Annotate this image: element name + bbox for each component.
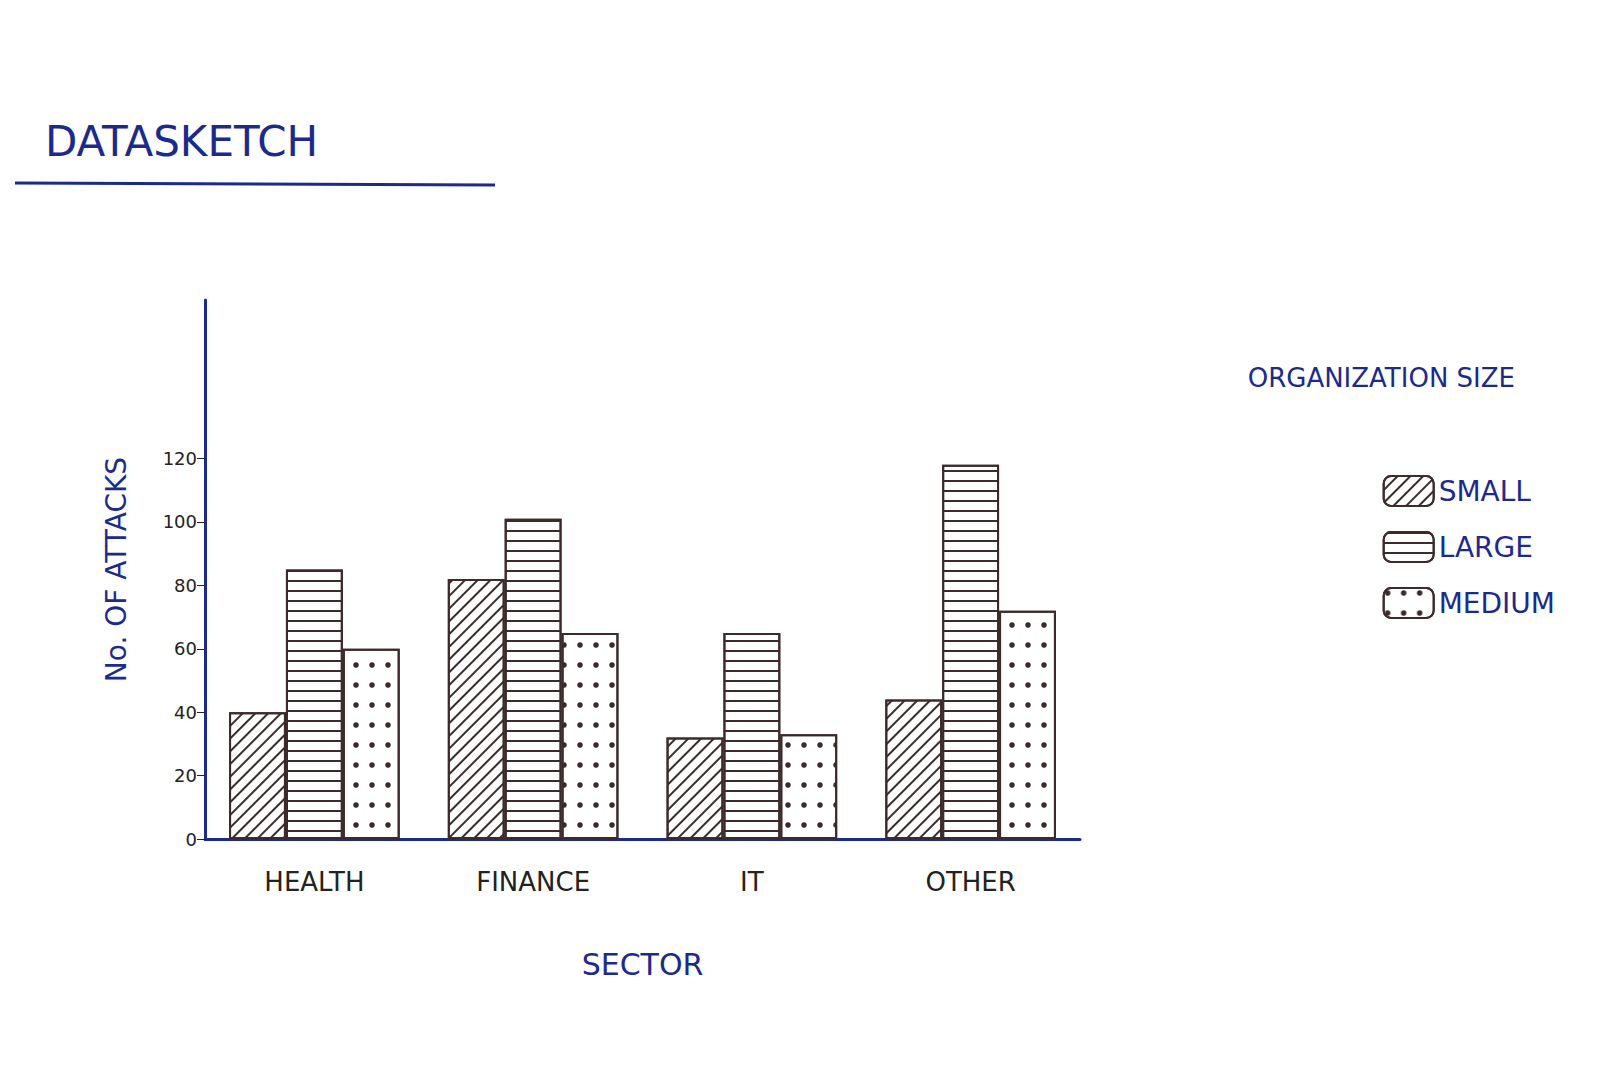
svg-text:100: 100	[163, 511, 197, 532]
svg-text:DATASKETCH: DATASKETCH	[45, 117, 318, 166]
svg-text:ORGANIZATION SIZE: ORGANIZATION SIZE	[1248, 363, 1515, 393]
svg-text:60: 60	[174, 638, 197, 659]
svg-text:0: 0	[186, 829, 197, 850]
svg-text:LARGE: LARGE	[1439, 531, 1533, 564]
svg-text:80: 80	[174, 575, 197, 596]
svg-text:40: 40	[174, 702, 197, 723]
svg-text:SECTOR: SECTOR	[582, 947, 704, 982]
svg-text:MEDIUM: MEDIUM	[1439, 587, 1555, 620]
svg-text:IT: IT	[740, 867, 764, 897]
svg-text:120: 120	[163, 448, 197, 469]
svg-text:No. OF ATTACKS: No. OF ATTACKS	[100, 457, 133, 682]
svg-text:OTHER: OTHER	[925, 867, 1015, 897]
svg-text:FINANCE: FINANCE	[476, 867, 590, 897]
svg-text:20: 20	[174, 765, 197, 786]
svg-text:SMALL: SMALL	[1439, 475, 1532, 508]
svg-text:HEALTH: HEALTH	[264, 867, 364, 897]
